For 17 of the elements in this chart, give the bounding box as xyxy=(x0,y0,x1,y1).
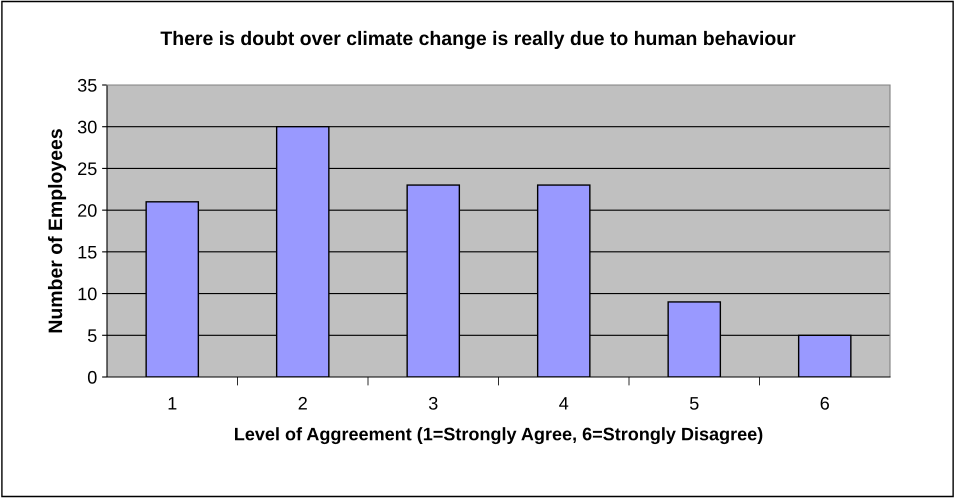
y-tick-label: 10 xyxy=(78,288,97,300)
y-tick-label: 35 xyxy=(78,78,97,92)
y-tick-label: 20 xyxy=(78,204,97,217)
x-tick-label: 1 xyxy=(168,397,176,410)
x-axis-title: Level of Aggreement (1=Strongly Agree, 6=Strongly Disagree) xyxy=(235,427,762,444)
x-tick-label: 4 xyxy=(559,397,568,410)
x-tick-label: 2 xyxy=(298,396,307,410)
y-tick-label: 25 xyxy=(78,162,97,176)
x-tick-label: 6 xyxy=(820,396,829,410)
y-tick-label: 0 xyxy=(88,370,97,384)
y-tick-label: 5 xyxy=(88,329,97,342)
y-axis-title: Number of Employees xyxy=(48,129,66,332)
x-tick-label: 3 xyxy=(428,396,438,410)
x-tick-label: 5 xyxy=(690,397,699,410)
chart-title: There is doubt over climate change is really due to human behaviour xyxy=(160,30,796,50)
y-tick-label: 30 xyxy=(78,120,97,134)
y-tick-label: 15 xyxy=(78,246,97,259)
